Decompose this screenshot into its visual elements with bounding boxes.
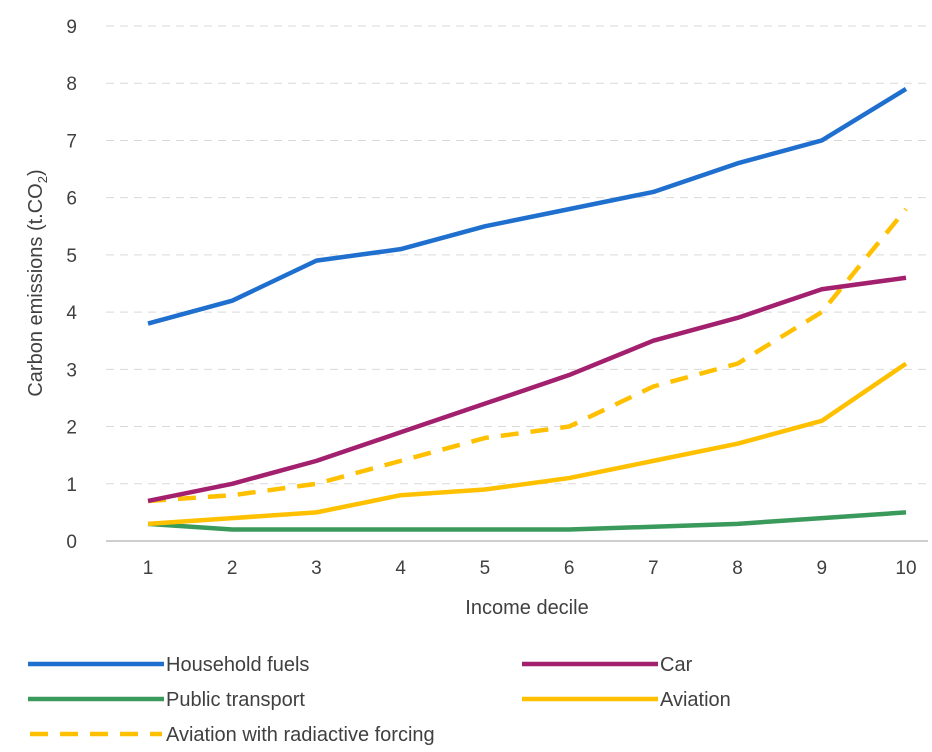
y-axis-title: Carbon emissions (t.CO2) bbox=[25, 169, 50, 396]
y-axis-title-main: Carbon emissions (t.CO bbox=[25, 183, 47, 396]
x-tick-label: 3 bbox=[311, 558, 322, 579]
y-tick-label: 6 bbox=[66, 189, 77, 210]
y-tick-label: 5 bbox=[66, 246, 77, 267]
y-tick-label: 3 bbox=[66, 360, 77, 381]
series-line-public-transport bbox=[147, 510, 907, 532]
x-axis-title: Income decile bbox=[465, 597, 588, 619]
series-lines bbox=[147, 87, 908, 532]
y-axis-title-end: ) bbox=[25, 169, 47, 176]
x-tick-label: 6 bbox=[564, 558, 575, 579]
y-tick-label: 1 bbox=[66, 475, 77, 496]
legend-label: Aviation with radiactive forcing bbox=[166, 724, 435, 746]
legend-label: Household fuels bbox=[166, 654, 309, 676]
y-tick-label: 8 bbox=[66, 74, 77, 95]
y-tick-label: 2 bbox=[66, 418, 77, 439]
x-tick-label: 8 bbox=[732, 558, 743, 579]
x-tick-label: 4 bbox=[395, 558, 406, 579]
gridlines bbox=[106, 25, 928, 485]
legend: Household fuels Car Public transport Aviati… bbox=[28, 654, 731, 746]
x-tick-label: 7 bbox=[648, 558, 659, 579]
x-tick-labels: 1 2 3 4 5 6 7 8 9 10 bbox=[143, 558, 917, 579]
y-axis-title-subscript: 2 bbox=[35, 176, 50, 183]
legend-label: Aviation bbox=[660, 689, 731, 711]
series-line-car bbox=[147, 275, 907, 504]
x-tick-label: 5 bbox=[480, 558, 491, 579]
x-tick-label: 10 bbox=[895, 558, 916, 579]
y-tick-label: 4 bbox=[66, 303, 77, 324]
series-line-aviation bbox=[147, 361, 908, 527]
series-line-household-fuels bbox=[147, 87, 908, 326]
legend-label: Public transport bbox=[166, 689, 305, 711]
x-tick-label: 2 bbox=[227, 558, 238, 579]
x-tick-label: 1 bbox=[143, 558, 154, 579]
y-tick-labels: 0 1 2 3 4 5 6 7 8 9 bbox=[66, 17, 77, 553]
series-line-aviation-with-radiactive-forcing bbox=[147, 207, 908, 504]
y-tick-label: 0 bbox=[66, 532, 77, 553]
x-tick-label: 9 bbox=[816, 558, 827, 579]
y-tick-label: 7 bbox=[66, 131, 77, 152]
legend-label: Car bbox=[660, 654, 693, 676]
y-tick-label: 9 bbox=[66, 17, 77, 38]
